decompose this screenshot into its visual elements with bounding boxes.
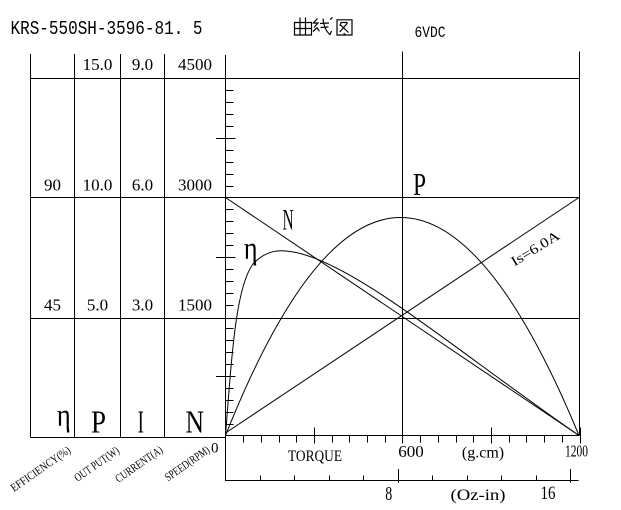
svg-text:10.0: 10.0 [83, 176, 113, 195]
svg-text:N: N [283, 204, 294, 237]
svg-text:45: 45 [44, 296, 61, 315]
svg-text:3.0: 3.0 [132, 296, 153, 315]
svg-text:9.0: 9.0 [132, 55, 153, 74]
svg-text:0: 0 [211, 441, 219, 457]
svg-text:I: I [138, 404, 144, 440]
svg-text:η: η [244, 230, 258, 266]
svg-text:1200: 1200 [565, 442, 588, 461]
svg-text:6VDC: 6VDC [415, 24, 446, 42]
svg-text:N: N [186, 404, 205, 440]
svg-text:5.0: 5.0 [87, 296, 108, 315]
svg-text:P: P [413, 166, 426, 202]
svg-text:η: η [57, 397, 71, 433]
svg-text:600: 600 [398, 442, 424, 461]
svg-text:15.0: 15.0 [83, 55, 113, 74]
svg-text:3000: 3000 [178, 176, 212, 195]
svg-text:(Oz-in): (Oz-in) [451, 487, 506, 504]
svg-text:P: P [91, 404, 106, 440]
svg-text:90: 90 [44, 176, 61, 195]
svg-text:1500: 1500 [178, 296, 212, 315]
svg-text:4500: 4500 [178, 55, 212, 74]
svg-text:8: 8 [385, 484, 392, 505]
svg-text:TORQUE: TORQUE [288, 448, 342, 465]
svg-text:6.0: 6.0 [132, 176, 153, 195]
svg-text:16: 16 [541, 483, 556, 504]
svg-text:(g.cm): (g.cm) [462, 445, 504, 462]
svg-text:KRS-550SH-3596-81. 5: KRS-550SH-3596-81. 5 [11, 18, 203, 40]
